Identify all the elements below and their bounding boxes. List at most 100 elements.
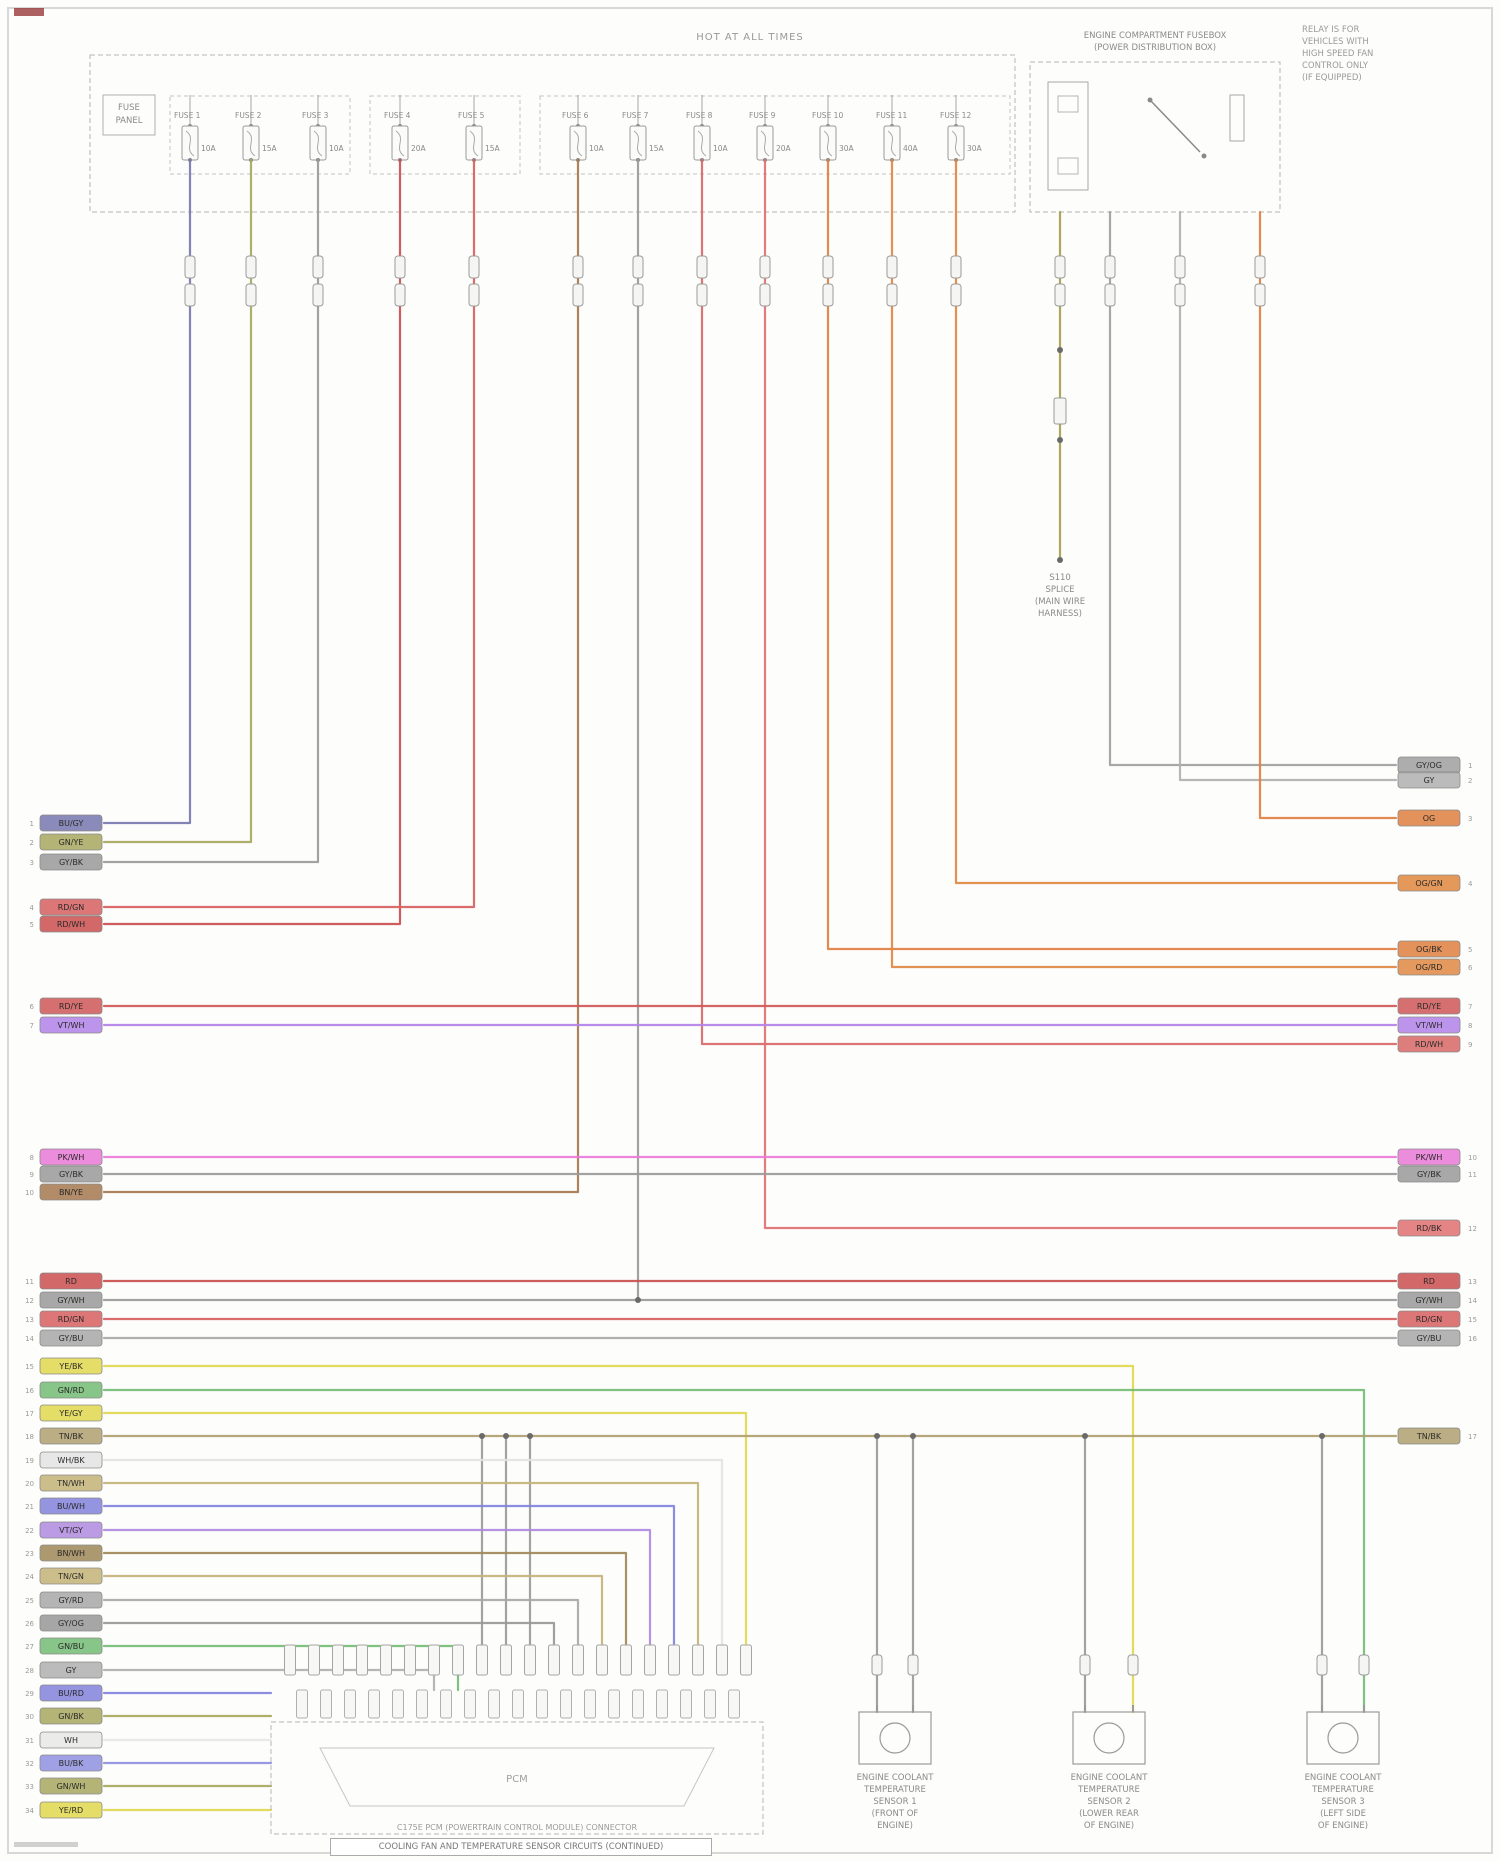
fuse-2: FUSE 2 15A: [235, 95, 278, 162]
sensor-connector: [871, 1654, 883, 1676]
left-connector-label-1: BU/GY 1: [30, 814, 103, 832]
wire-code: BU/WH: [57, 1502, 85, 1511]
wire-relay-out-3: [1258, 210, 1398, 820]
label-box: [39, 1451, 103, 1469]
left-connector-label-30: GN/BK 30: [25, 1707, 103, 1725]
pin-number: 9: [1468, 1041, 1472, 1049]
sensor-body: [1306, 1711, 1380, 1765]
connector-half: [1254, 283, 1266, 307]
wire-code: TN/GN: [57, 1572, 84, 1581]
wire-pcm-wire-4: [102, 1504, 676, 1647]
pin-number: 28: [25, 1667, 34, 1675]
pin-number: 6: [30, 1003, 35, 1011]
wire-fuse6-feed: [102, 158, 580, 1194]
sensor-connector: [1316, 1654, 1328, 1676]
connector-half: [632, 283, 644, 307]
fuse-group-outline-2: [369, 95, 521, 175]
fuse-name: FUSE 12: [940, 111, 971, 120]
pin-number: 7: [1468, 1003, 1472, 1011]
right-connector-label-11: GY/BK 11: [1397, 1165, 1477, 1183]
pdb-note: RELAY IS FOR: [1302, 25, 1359, 35]
fuse-element: [395, 130, 405, 157]
left-connector-label-10: BN/YE 10: [25, 1183, 103, 1201]
right-connector-label-14: GY/WH 14: [1397, 1291, 1477, 1309]
label-box: [39, 898, 103, 916]
pcm-pin-row2: [296, 1689, 308, 1719]
wire-code: RD/WH: [57, 920, 85, 929]
sensor-label: SENSOR 3: [1321, 1797, 1364, 1807]
pcm-pin-row1: [548, 1644, 560, 1676]
wire-code: VT/WH: [1416, 1021, 1443, 1030]
left-connector-label-21: BU/WH 21: [25, 1497, 103, 1515]
connector-half: [1174, 283, 1186, 307]
pcm-pin-row1: [692, 1644, 704, 1676]
pcm-pin-row2: [728, 1689, 740, 1719]
left-connector-label-29: BU/RD 29: [25, 1684, 103, 1702]
label-box: [39, 1016, 103, 1034]
pcm-pin-row2: [488, 1689, 500, 1719]
left-connector-label-13: RD/GN 13: [25, 1310, 103, 1328]
right-connector-label-7: RD/YE 7: [1397, 997, 1472, 1015]
wire-code: OG/RD: [1416, 963, 1443, 972]
wire-code: OG/GN: [1415, 879, 1442, 888]
connector-half: [950, 283, 962, 307]
label-box: [1397, 997, 1461, 1015]
fuse-panel-outline: [89, 54, 1016, 213]
left-connector-label-14: GY/BU 14: [25, 1329, 103, 1347]
junction-dot: [503, 1433, 509, 1439]
label-box: [39, 1684, 103, 1702]
fuse-amp: 15A: [262, 144, 278, 153]
pin-number: 29: [25, 1690, 34, 1698]
fuse-10: FUSE 10 30A: [812, 95, 855, 162]
pcm-pin-row2: [368, 1689, 380, 1719]
power-distribution-box: ENGINE COMPARTMENT FUSEBOX (POWER DISTRIB…: [1029, 25, 1373, 213]
connector-half: [759, 255, 771, 279]
sensor-label: TEMPERATURE: [863, 1785, 926, 1795]
wire-sensor2-signal: [102, 1364, 1135, 1714]
pin-number: 32: [25, 1760, 34, 1768]
pcm-pin-row1: [404, 1644, 416, 1676]
right-connector-label-12: RD/BK 12: [1397, 1219, 1477, 1237]
junction-dot: [910, 1433, 916, 1439]
wire-sensor3-signal: [102, 1388, 1366, 1714]
left-connector-label-32: BU/BK 32: [25, 1754, 103, 1772]
right-connector-label-4: OG/GN 4: [1397, 874, 1473, 892]
fuse-name: FUSE 2: [235, 111, 262, 120]
label-box: [1397, 1035, 1461, 1053]
fuse-panel-label: FUSE: [118, 103, 140, 113]
pcm-pin-row2: [416, 1689, 428, 1719]
fuse-element: [185, 130, 195, 157]
pcm-pin-row1: [308, 1644, 320, 1676]
connector-half: [184, 283, 196, 307]
inline-connector: [759, 255, 771, 307]
inline-connector: [822, 255, 834, 307]
pin-number: 31: [25, 1737, 34, 1745]
left-connector-label-22: VT/GY 22: [25, 1521, 103, 1539]
fuse-group-outline-1: [169, 95, 351, 175]
pcm-pin-row2: [344, 1689, 356, 1719]
pcm-pin-row2: [680, 1689, 692, 1719]
pcm-pin-row2: [584, 1689, 596, 1719]
connector-half: [468, 283, 480, 307]
sensor-connector: [907, 1654, 919, 1676]
inline-connector: [1174, 255, 1186, 307]
sensor-label: ENGINE COOLANT: [1305, 1773, 1383, 1783]
junction-dot: [1082, 1433, 1088, 1439]
left-connector-label-5: RD/WH 5: [30, 915, 103, 933]
relay-contact-dot: [1201, 153, 1207, 159]
pin-number: 17: [25, 1410, 34, 1418]
label-box: [1397, 1329, 1461, 1347]
left-connector-label-26: GY/OG 26: [25, 1614, 103, 1632]
connector-half: [394, 283, 406, 307]
label-box: [1397, 771, 1461, 789]
connector-half: [312, 283, 324, 307]
pcm-pin-row2: [320, 1689, 332, 1719]
wire-pcm-wire-5: [102, 1528, 652, 1647]
sensor-label: ENGINE): [877, 1821, 913, 1831]
wire-code: OG/BK: [1416, 945, 1443, 954]
fuse-amp: 10A: [589, 144, 605, 153]
sensor-label: TEMPERATURE: [1311, 1785, 1374, 1795]
right-connector-label-2: GY 2: [1397, 771, 1472, 789]
label-box: [39, 1521, 103, 1539]
